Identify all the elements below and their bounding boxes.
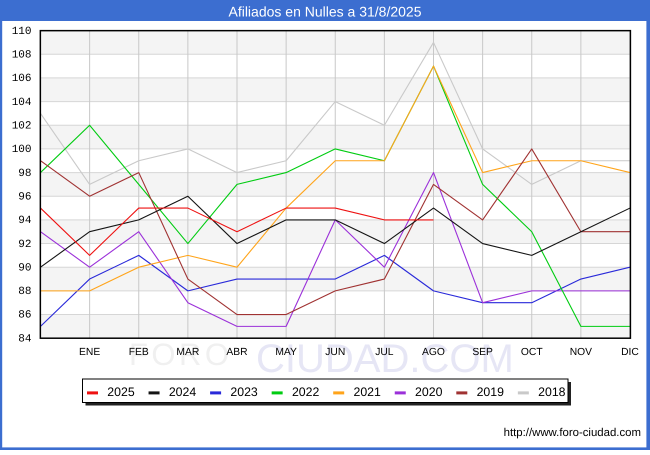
svg-text:88: 88 xyxy=(18,286,31,298)
svg-text:96: 96 xyxy=(18,191,31,203)
svg-text:http://www.foro-ciudad.com: http://www.foro-ciudad.com xyxy=(504,427,641,439)
svg-text:MAR: MAR xyxy=(176,347,199,358)
svg-text:2021: 2021 xyxy=(354,385,382,399)
svg-text:100: 100 xyxy=(12,144,32,156)
svg-text:2022: 2022 xyxy=(292,385,320,399)
svg-text:ABR: ABR xyxy=(226,347,247,358)
svg-text:106: 106 xyxy=(12,73,32,85)
svg-text:108: 108 xyxy=(12,49,32,61)
svg-text:JUL: JUL xyxy=(375,347,394,358)
svg-text:Afiliados en Nulles a 31/8/202: Afiliados en Nulles a 31/8/2025 xyxy=(228,3,421,19)
svg-text:NOV: NOV xyxy=(570,347,592,358)
svg-text:SEP: SEP xyxy=(472,347,493,358)
svg-text:86: 86 xyxy=(18,310,31,322)
svg-text:92: 92 xyxy=(18,239,31,251)
svg-text:104: 104 xyxy=(12,97,32,109)
svg-text:AGO: AGO xyxy=(422,347,445,358)
svg-text:94: 94 xyxy=(18,215,32,227)
svg-text:2019: 2019 xyxy=(477,385,505,399)
svg-text:2023: 2023 xyxy=(230,385,258,399)
svg-text:ENE: ENE xyxy=(79,347,100,358)
svg-text:FORO: FORO xyxy=(129,337,233,372)
svg-text:FEB: FEB xyxy=(129,347,149,358)
svg-text:84: 84 xyxy=(18,333,32,345)
svg-text:2024: 2024 xyxy=(169,385,197,399)
svg-text:98: 98 xyxy=(18,168,31,180)
svg-text:110: 110 xyxy=(12,26,32,38)
svg-text:2018: 2018 xyxy=(538,385,566,399)
svg-text:2025: 2025 xyxy=(107,385,135,399)
svg-text:DIC: DIC xyxy=(621,347,639,358)
svg-text:MAY: MAY xyxy=(275,347,297,358)
svg-text:OCT: OCT xyxy=(521,347,543,358)
svg-text:102: 102 xyxy=(12,120,32,132)
svg-text:JUN: JUN xyxy=(325,347,345,358)
svg-text:CIUDAD.COM: CIUDAD.COM xyxy=(256,337,514,381)
svg-text:90: 90 xyxy=(18,262,31,274)
svg-text:2020: 2020 xyxy=(415,385,443,399)
